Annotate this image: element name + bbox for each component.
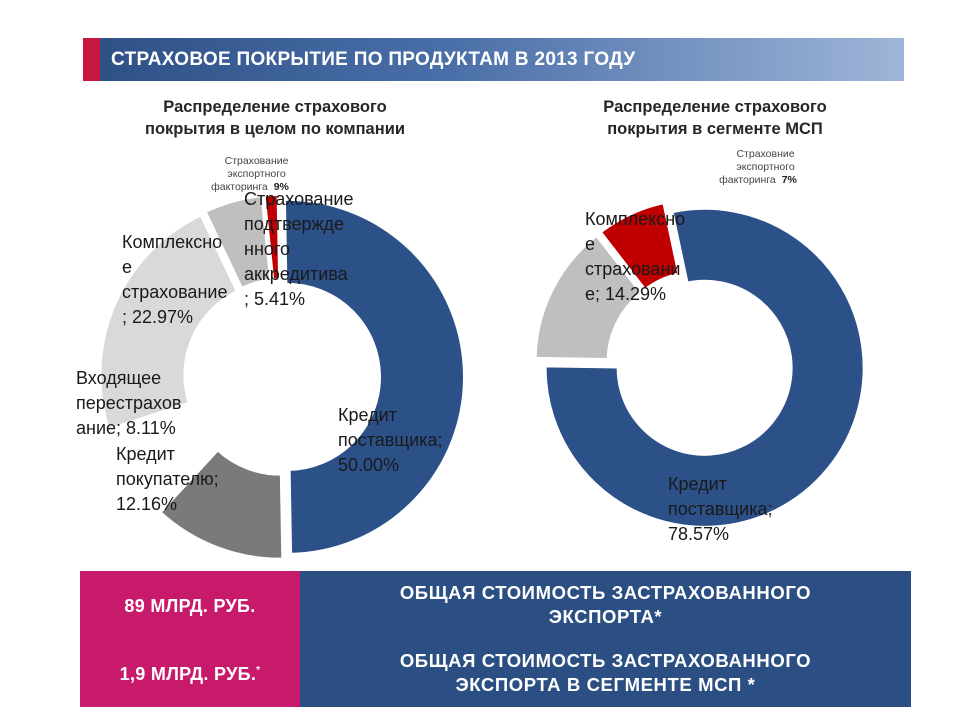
chart1-label-complex-line: Комплексно	[122, 232, 222, 252]
chart1-label-reinsurance-line: ание; 8.11%	[76, 418, 176, 438]
summary-desc-total-line: ОБЩАЯ СТОИМОСТЬ ЗАСТРАХОВАННОГО	[399, 582, 812, 603]
summary-amount-sme: 1,9 МЛРД. РУБ.*	[80, 664, 300, 685]
chart2-label-complex-line: е; 14.29%	[585, 284, 666, 304]
chart2-label-supplier-line: поставщика;	[668, 499, 773, 519]
chart1-label-complex: Комплексно е страхование ; 22.97%	[122, 232, 232, 327]
chart2-label-complex-line: Комплексно	[585, 209, 685, 229]
chart1-slices	[97, 192, 467, 562]
chart2-title-line2: покрытия в сегменте МСП	[607, 120, 823, 138]
chart1-label-accreditive-line: нного	[244, 239, 290, 259]
summary-desc-total: ОБЩАЯ СТОИМОСТЬ ЗАСТРАХОВАННОГО ЭКСПОРТА…	[300, 581, 911, 629]
summary-descriptions: ОБЩАЯ СТОИМОСТЬ ЗАСТРАХОВАННОГО ЭКСПОРТА…	[300, 571, 911, 707]
summary-amounts: 89 МЛРД. РУБ. 1,9 МЛРД. РУБ.*	[80, 571, 300, 707]
chart1-label-factoring-pct: 9%	[274, 181, 290, 193]
chart2-label-supplier-line: 78.57%	[668, 524, 729, 544]
chart1-label-accreditive-line: аккредитива	[244, 264, 349, 284]
chart2-title: Распределение страхового покрытия в сегм…	[520, 96, 910, 140]
chart2-slice-0	[542, 205, 867, 530]
chart1-label-factoring-line: Страхование	[225, 155, 289, 167]
slide-title: СТРАХОВОЕ ПОКРЫТИЕ ПО ПРОДУКТАМ В 2013 Г…	[111, 49, 636, 70]
summary-desc-sme-line: ЭКСПОРТА В СЕГМЕНТЕ МСП *	[455, 674, 756, 695]
chart1-slice-0	[281, 196, 467, 557]
chart2-slice-1	[532, 232, 645, 363]
chart1-label-accreditive-line: ; 5.41%	[244, 289, 305, 309]
chart2-title-line1: Распределение страхового	[603, 98, 827, 116]
chart1-label-accreditive: Страхование подтвержде нного аккредитива…	[244, 189, 358, 309]
summary-desc-sme: ОБЩАЯ СТОИМОСТЬ ЗАСТРАХОВАННОГО ЭКСПОРТА…	[300, 649, 911, 697]
chart2-label-supplier: Кредит поставщика; 78.57%	[668, 474, 778, 544]
chart1-label-buyer: Кредит покупателю; 12.16%	[116, 444, 224, 514]
chart2-label-factoring: Страховние экспортного факторинга 7%	[719, 148, 798, 186]
chart1-label-complex-line: е	[122, 257, 132, 277]
chart1-slice-5	[261, 192, 283, 283]
chart2-label-complex-line: е	[585, 234, 595, 254]
chart1-label-factoring-line: факторинга	[211, 181, 268, 193]
chart1-label-reinsurance: Входящее перестрахов ание; 8.11%	[76, 368, 186, 438]
summary-amount-sme-value: 1,9 МЛРД. РУБ.	[119, 664, 257, 684]
chart1-label-complex-line: страхование	[122, 282, 227, 302]
title-accent	[83, 38, 100, 81]
chart1-label-buyer-line: Кредит	[116, 444, 175, 464]
summary-amount-total: 89 МЛРД. РУБ.	[124, 596, 256, 616]
chart2-label-factoring-line: экспортного	[736, 161, 795, 173]
chart1-label-accreditive-line: Страхование	[244, 189, 353, 209]
chart2-slice-2	[597, 200, 682, 293]
chart1-label-supplier: Кредит поставщика; 50.00%	[338, 405, 448, 475]
chart2-label-complex-line: страховани	[585, 259, 680, 279]
chart2-label-supplier-line: Кредит	[668, 474, 727, 494]
chart1-title: Распределение страхового покрытия в цело…	[80, 96, 470, 140]
chart1-title-line1: Распределение страхового	[163, 98, 387, 116]
summary-desc-total-line: ЭКСПОРТА*	[548, 606, 663, 627]
chart1-slice-3	[97, 212, 241, 433]
chart2-label-factoring-line: Страховние	[736, 148, 794, 160]
chart1-label-reinsurance-line: перестрахов	[76, 393, 181, 413]
chart2-slices	[532, 200, 867, 530]
chart1-label-reinsurance-line: Входящее	[76, 368, 161, 388]
chart1-title-line2: покрытия в целом по компании	[144, 120, 405, 138]
summary-amount-sme-mark: *	[256, 665, 261, 676]
chart1-label-accreditive-line: подтвержде	[244, 214, 344, 234]
chart1-label-buyer-line: 12.16%	[116, 494, 177, 514]
chart1-label-supplier-line: Кредит	[338, 405, 397, 425]
chart1-label-factoring-line: экспортного	[227, 168, 286, 180]
chart1-label-supplier-line: поставщика;	[338, 430, 443, 450]
chart1-slice-1	[157, 447, 286, 562]
chart2-label-complex: Комплексно е страховани е; 14.29%	[585, 209, 690, 304]
summary-panel: 89 МЛРД. РУБ. 1,9 МЛРД. РУБ.* ОБЩАЯ СТОИ…	[80, 571, 911, 707]
summary-desc-sme-line: ОБЩАЯ СТОИМОСТЬ ЗАСТРАХОВАННОГО	[399, 650, 812, 671]
chart1-label-buyer-line: покупателю;	[116, 469, 219, 489]
chart2-label-factoring-line: факторинга	[719, 174, 776, 186]
chart1-label-complex-line: ; 22.97%	[122, 307, 193, 327]
chart2-label-factoring-pct: 7%	[782, 174, 798, 186]
chart1-label-supplier-line: 50.00%	[338, 455, 399, 475]
title-bar: СТРАХОВОЕ ПОКРЫТИЕ ПО ПРОДУКТАМ В 2013 Г…	[83, 38, 904, 81]
chart1-label-factoring: Страхование экспортного факторинга 9%	[211, 155, 291, 193]
chart1-slice-2	[106, 406, 218, 513]
